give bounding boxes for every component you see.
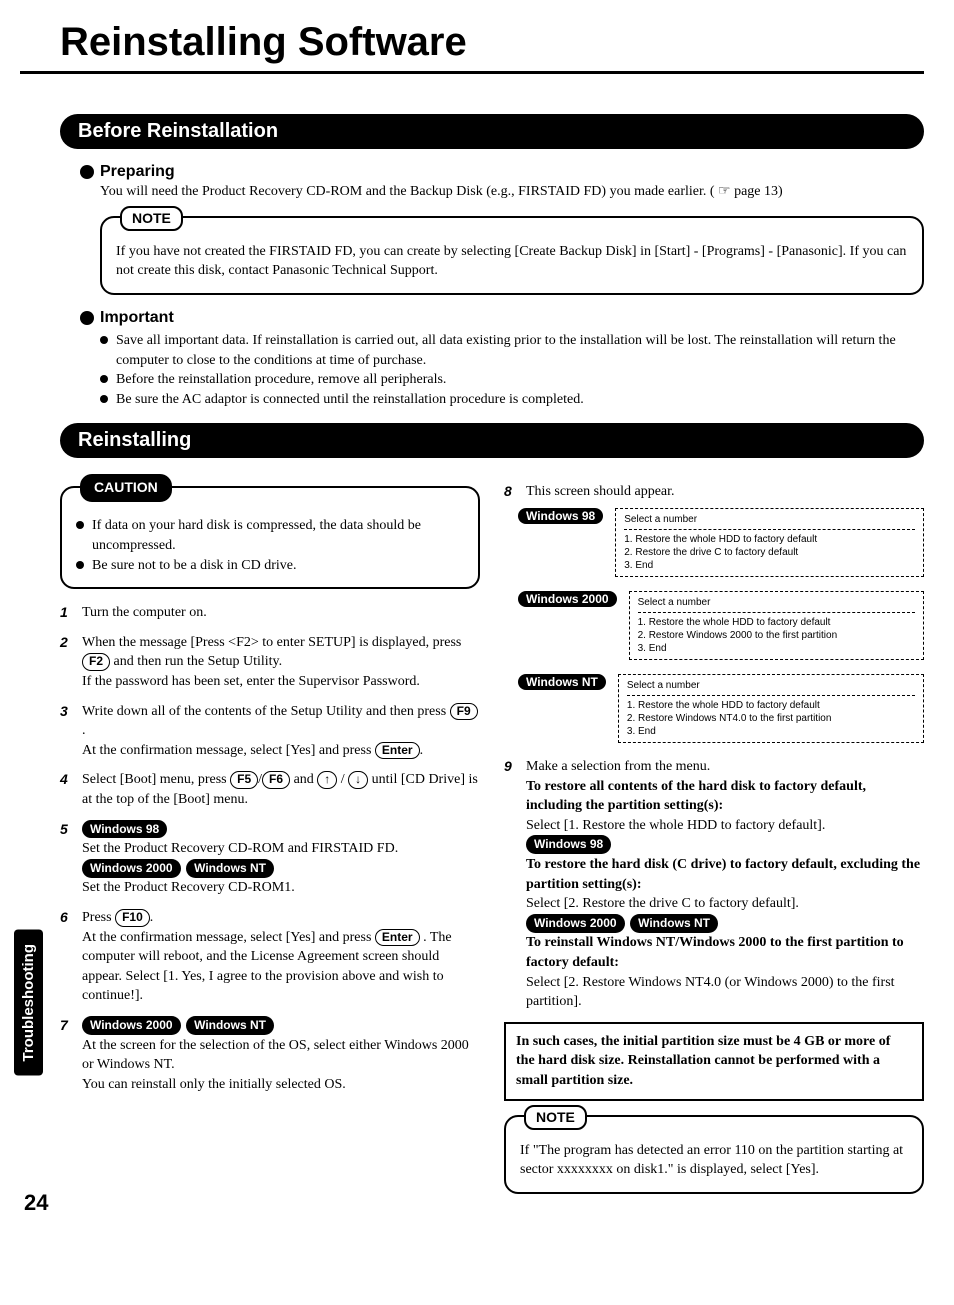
key-f6: F6 xyxy=(262,771,290,789)
os-pill-win98: Windows 98 xyxy=(526,835,611,854)
note-tab: NOTE xyxy=(120,206,183,232)
partition-warning-box: In such cases, the initial partition siz… xyxy=(504,1022,924,1101)
os-pill-win98: Windows 98 xyxy=(518,508,603,524)
step-7: 7 Windows 2000 Windows NT At the screen … xyxy=(60,1016,480,1094)
key-up: ↑ xyxy=(317,771,337,789)
screen-win2000: Windows 2000 Select a number 1. Restore … xyxy=(518,591,924,660)
important-item: Save all important data. If reinstallati… xyxy=(100,331,924,370)
section-reinstalling: Reinstalling xyxy=(60,423,924,458)
side-tab-troubleshooting: Troubleshooting xyxy=(14,930,43,1076)
os-pill-winnt: Windows NT xyxy=(518,674,606,690)
left-column: CAUTION If data on your hard disk is com… xyxy=(60,472,480,1207)
important-item: Before the reinstallation procedure, rem… xyxy=(100,370,924,390)
page-number: 24 xyxy=(24,1190,48,1216)
right-column: 8 This screen should appear. Windows 98 … xyxy=(504,472,924,1207)
os-pill-winnt: Windows NT xyxy=(630,914,718,933)
step-3: 3 Write down all of the contents of the … xyxy=(60,702,480,761)
step-6: 6 Press F10. At the confirmation message… xyxy=(60,908,480,1006)
note-box-2: NOTE If "The program has detected an err… xyxy=(504,1115,924,1194)
caution-item: If data on your hard disk is compressed,… xyxy=(76,516,464,555)
key-down: ↓ xyxy=(348,771,368,789)
os-pill-winnt: Windows NT xyxy=(186,1016,274,1035)
important-label: Important xyxy=(100,309,174,327)
page-title: Reinstalling Software xyxy=(20,20,924,74)
os-pill-win2000: Windows 2000 xyxy=(82,859,181,878)
key-f2: F2 xyxy=(82,653,110,671)
caution-tab: CAUTION xyxy=(80,474,172,502)
preparing-heading: Preparing xyxy=(80,163,924,181)
os-pill-win2000: Windows 2000 xyxy=(526,914,625,933)
os-pill-win2000: Windows 2000 xyxy=(82,1016,181,1035)
important-item: Be sure the AC adaptor is connected unti… xyxy=(100,390,924,410)
note-box-1: NOTE If you have not created the FIRSTAI… xyxy=(100,216,924,295)
preparing-text: You will need the Product Recovery CD-RO… xyxy=(100,183,924,202)
note-tab: NOTE xyxy=(524,1105,587,1131)
step-8: 8 This screen should appear. xyxy=(504,482,924,502)
key-f5: F5 xyxy=(230,771,258,789)
preparing-label: Preparing xyxy=(100,163,175,181)
step-5: 5 Windows 98 Set the Product Recovery CD… xyxy=(60,820,480,898)
step-4: 4 Select [Boot] menu, press F5/F6 and ↑ … xyxy=(60,770,480,809)
key-enter: Enter xyxy=(375,929,420,947)
important-list: Save all important data. If reinstallati… xyxy=(100,331,924,409)
caution-item: Be sure not to be a disk in CD drive. xyxy=(76,556,464,576)
key-f9: F9 xyxy=(450,703,478,721)
key-enter: Enter xyxy=(375,742,420,760)
screen-winnt: Windows NT Select a number 1. Restore th… xyxy=(518,674,924,743)
section-before-reinstallation: Before Reinstallation xyxy=(60,114,924,149)
key-f10: F10 xyxy=(115,909,150,927)
step-1: 1 Turn the computer on. xyxy=(60,603,480,623)
step-2: 2 When the message [Press <F2> to enter … xyxy=(60,633,480,692)
note-text: If you have not created the FIRSTAID FD,… xyxy=(116,242,908,281)
os-pill-winnt: Windows NT xyxy=(186,859,274,878)
os-pill-win98: Windows 98 xyxy=(82,820,167,839)
caution-box: CAUTION If data on your hard disk is com… xyxy=(60,486,480,589)
screen-win98: Windows 98 Select a number 1. Restore th… xyxy=(518,508,924,577)
note-text: If "The program has detected an error 11… xyxy=(520,1141,908,1180)
os-pill-win2000: Windows 2000 xyxy=(518,591,617,607)
important-heading: Important xyxy=(80,309,924,327)
step-9: 9 Make a selection from the menu. To res… xyxy=(504,757,924,1012)
